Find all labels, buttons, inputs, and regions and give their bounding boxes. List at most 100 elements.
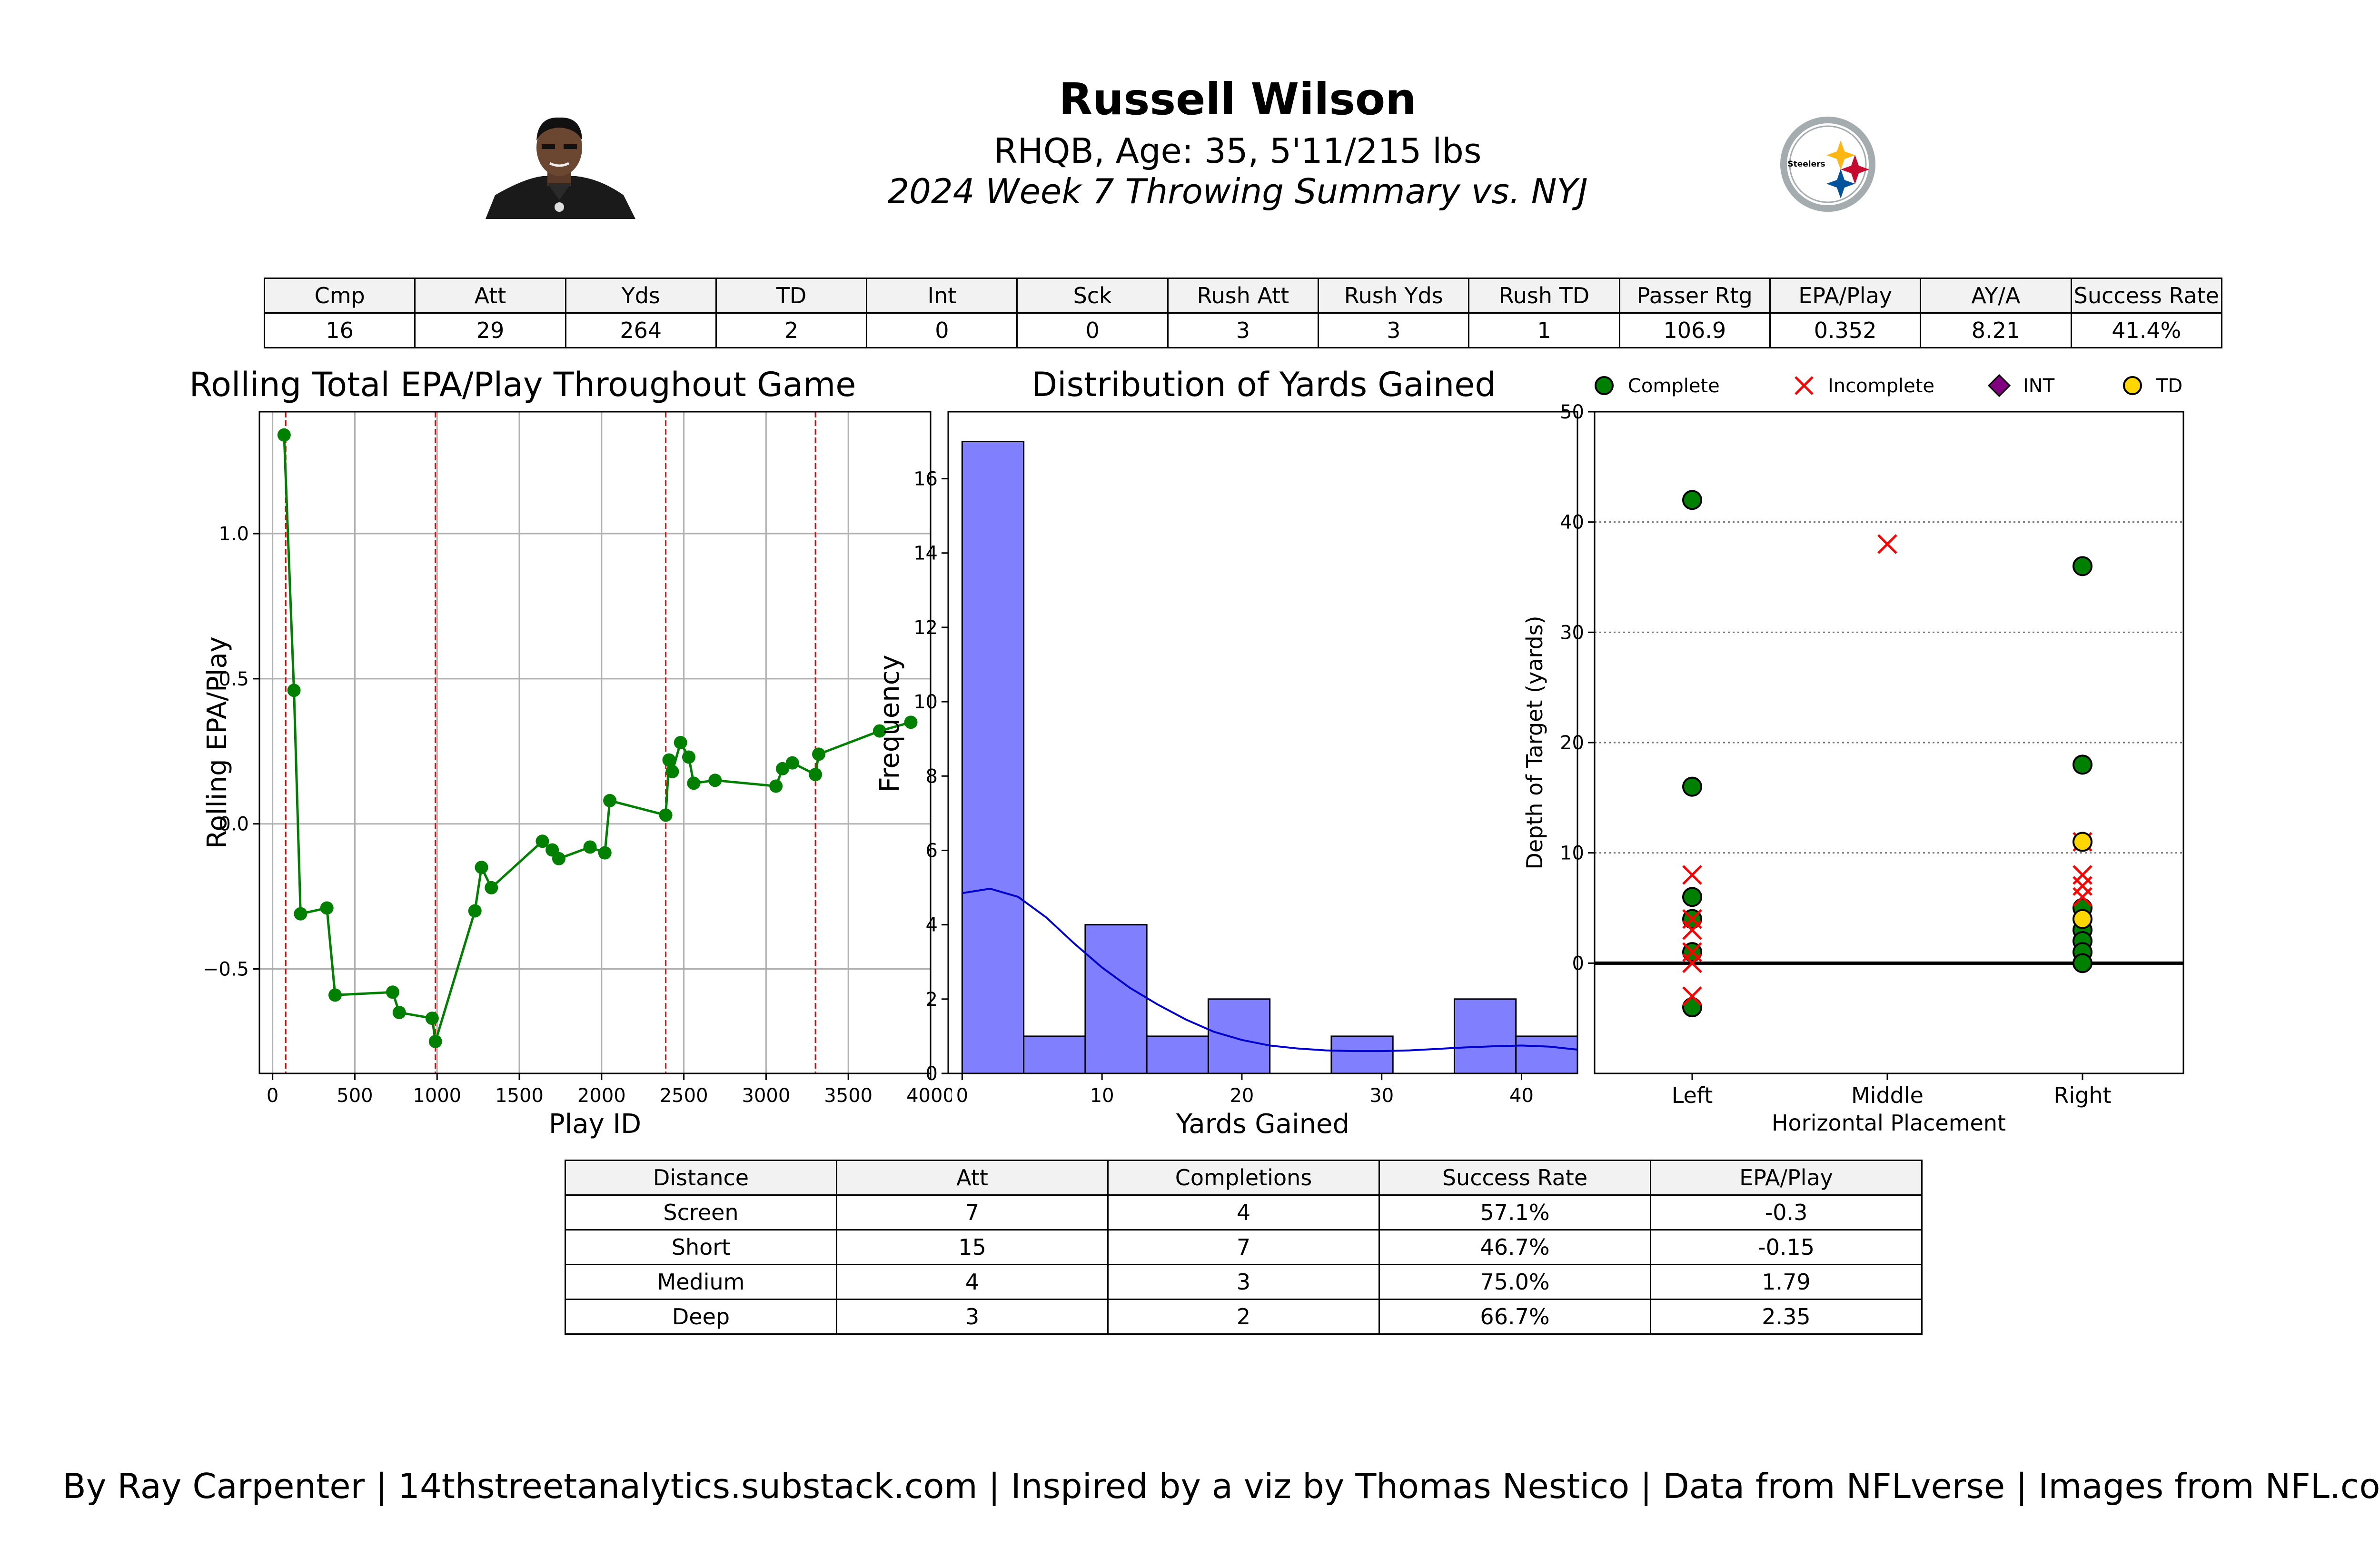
- complete-marker: [1682, 997, 1702, 1017]
- histogram-x-ticks: 0 10 20 30 40: [956, 1073, 1534, 1107]
- line-chart-x-tick-label: 500: [337, 1085, 373, 1107]
- distance-cell: Deep: [565, 1299, 837, 1335]
- summary-value-cell: 3: [1318, 312, 1470, 348]
- line-chart-title: Rolling Total EPA/Play Throughout Game: [189, 365, 856, 404]
- summary-header-cell: Cmp: [263, 278, 416, 314]
- incomplete-marker: [1795, 376, 1814, 395]
- line-chart-x-tick-label: 1000: [413, 1085, 461, 1107]
- distance-cell: 3: [1107, 1264, 1380, 1300]
- complete-marker: [2073, 556, 2092, 576]
- histogram-bar: [1515, 1035, 1578, 1074]
- scatter-y-tick-label: 0: [1572, 953, 1584, 974]
- epa-point: [873, 724, 886, 738]
- scatter-legend-label: INT: [2023, 375, 2055, 397]
- summary-value-cell: 29: [414, 312, 566, 348]
- histogram-bar: [1330, 1035, 1394, 1074]
- complete-marker: [1682, 776, 1702, 797]
- incomplete-marker: [2073, 887, 2092, 907]
- line-chart-x-tick-label: 2500: [660, 1085, 708, 1107]
- line-chart-y-tick-label: 1.0: [218, 523, 249, 545]
- distance-cell: -0.3: [1650, 1194, 1923, 1231]
- epa-point: [769, 779, 783, 793]
- histogram-xlabel: Yards Gained: [1176, 1109, 1349, 1140]
- scatter-ylabel: Depth of Target (yards): [1522, 615, 1547, 869]
- distance-cell: 2.35: [1650, 1299, 1923, 1335]
- distance-cell: 15: [836, 1229, 1109, 1265]
- distance-cell: -0.15: [1650, 1229, 1923, 1265]
- td-marker: [2123, 376, 2142, 395]
- scatter-grid: [1595, 521, 2183, 854]
- scatter-y-tick-label: 30: [1560, 622, 1584, 644]
- distance-cell: 46.7%: [1378, 1229, 1651, 1265]
- distance-cell: 66.7%: [1378, 1299, 1651, 1335]
- epa-series-line: [283, 435, 912, 1042]
- complete-marker: [2073, 953, 2092, 973]
- epa-points: [277, 428, 918, 1048]
- scatter-legend-label: Incomplete: [1828, 375, 1934, 397]
- histogram-y-tick-label: 6: [926, 840, 938, 862]
- epa-point: [320, 901, 334, 915]
- game-summary-title: 2024 Week 7 Throwing Summary vs. NYJ: [887, 171, 1588, 211]
- histogram-x-tick-label: 20: [1230, 1085, 1254, 1107]
- distance-cell: 3: [836, 1299, 1109, 1335]
- summary-header-cell: TD: [715, 278, 868, 314]
- epa-point: [665, 764, 679, 778]
- histogram-bar: [1023, 1035, 1086, 1074]
- td-marker: [2073, 909, 2092, 929]
- summary-table-value-row: 16 29 264 2 0 0 3 3 1 106.9 0.352 8.21 41.4%: [263, 312, 2223, 348]
- scatter-x-ticks: Left Middle Right: [1672, 1073, 2112, 1108]
- summary-header-cell: Int: [866, 278, 1018, 314]
- table-row: Deep 3 2 66.7% 2.35: [565, 1299, 1923, 1335]
- summary-value-cell: 0.352: [1769, 312, 1922, 348]
- yards-histogram: Distribution of Yards Gained 0 10 20 30 40 0…: [874, 365, 1578, 1140]
- epa-point: [428, 1034, 442, 1048]
- epa-point: [583, 840, 597, 854]
- line-chart-x-tick-label: 2000: [577, 1085, 626, 1107]
- table-row: Medium 4 3 75.0% 1.79: [565, 1264, 1923, 1300]
- epa-point: [386, 985, 399, 999]
- line-chart-ylabel: Rolling EPA/Play: [202, 636, 233, 849]
- histogram-y-tick-label: 12: [913, 617, 938, 639]
- distance-cell: Screen: [565, 1194, 837, 1231]
- epa-point: [328, 988, 342, 1002]
- target-depth-scatter: Complete Incomplete INT TD Left Middle Right …: [1522, 374, 2184, 1136]
- epa-point: [277, 428, 291, 442]
- distance-cell: 4: [1107, 1194, 1380, 1231]
- summary-value-cell: 0: [866, 312, 1018, 348]
- histogram-y-ticks: 0 2 4 6 8 10 12 14 16: [913, 468, 948, 1085]
- line-chart-frame: [258, 411, 932, 1074]
- histogram-bar: [961, 440, 1025, 1074]
- team-logo-text: Steelers: [1787, 159, 1825, 169]
- epa-point: [598, 846, 612, 860]
- summary-header-cell: AY/A: [1920, 278, 2072, 314]
- distance-header-cell: Distance: [565, 1160, 837, 1196]
- distance-header-cell: Success Rate: [1378, 1160, 1651, 1196]
- distance-cell: 4: [836, 1264, 1109, 1300]
- histogram-bar: [1146, 1035, 1209, 1074]
- summary-header-cell: Yds: [565, 278, 717, 314]
- int-marker: [1987, 374, 2011, 397]
- distance-cell: 75.0%: [1378, 1264, 1651, 1300]
- line-chart-grid: [259, 412, 932, 1073]
- scatter-y-ticks: 0 10 20 30 40 50: [1560, 401, 1595, 974]
- scatter-x-tick-label: Left: [1672, 1082, 1713, 1108]
- summary-value-cell: 264: [565, 312, 717, 348]
- summary-header-cell: Rush TD: [1468, 278, 1620, 314]
- complete-marker: [1682, 490, 1702, 510]
- distance-cell: 7: [836, 1194, 1109, 1231]
- histogram-y-tick-label: 0: [926, 1063, 938, 1085]
- distance-cell: 7: [1107, 1229, 1380, 1265]
- scatter-legend: Complete Incomplete INT TD: [1595, 374, 2182, 397]
- scatter-x-tick-label: Right: [2053, 1082, 2111, 1108]
- scatter-points: [1682, 490, 2092, 1017]
- incomplete-marker: [1682, 953, 1702, 973]
- epa-point: [775, 762, 789, 775]
- histogram-y-tick-label: 14: [913, 543, 938, 565]
- distance-cell: Short: [565, 1229, 837, 1265]
- summary-value-cell: 1: [1468, 312, 1620, 348]
- epa-point: [294, 907, 307, 921]
- summary-header-cell: Rush Yds: [1318, 278, 1470, 314]
- summary-header-cell: EPA/Play: [1769, 278, 1922, 314]
- epa-point: [536, 834, 549, 848]
- epa-point: [812, 747, 825, 761]
